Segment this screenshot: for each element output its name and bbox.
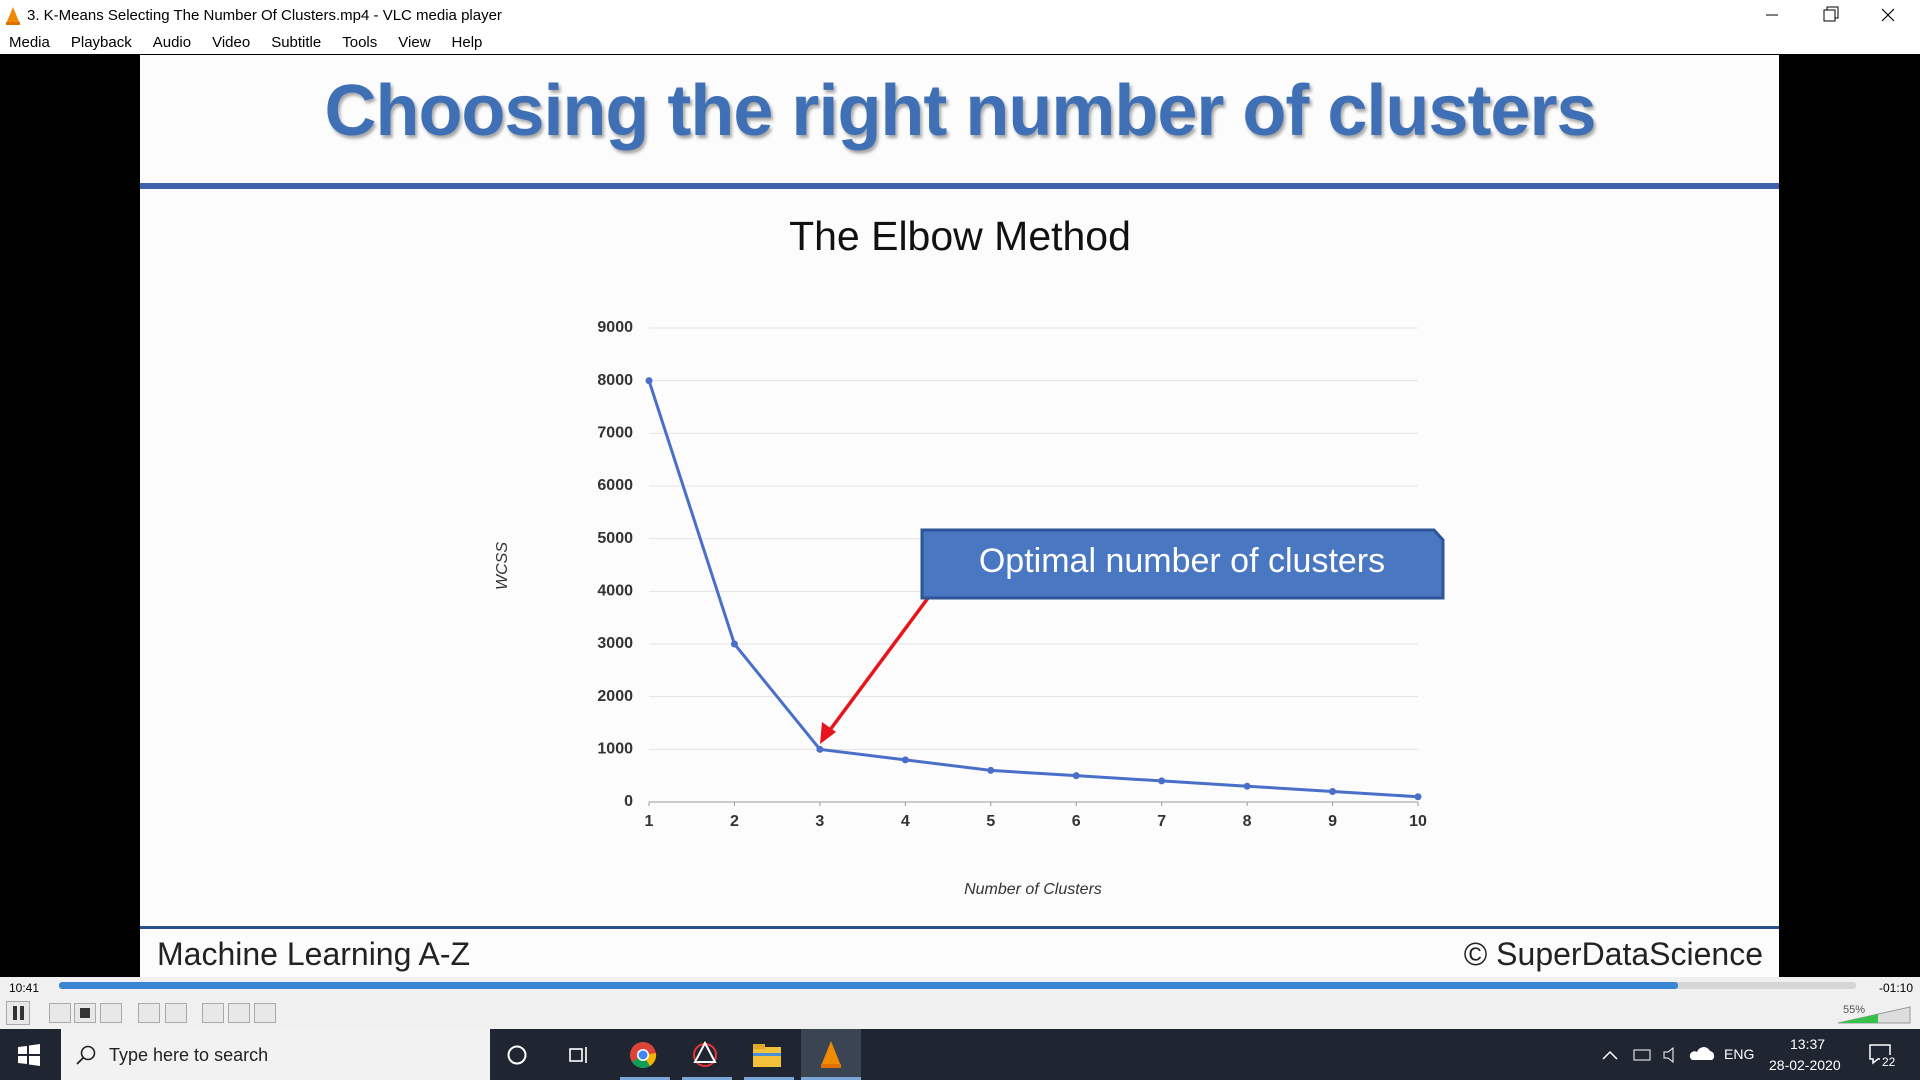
menu-item[interactable]: Subtitle xyxy=(271,34,322,51)
y-tick-label: 0 xyxy=(624,793,633,810)
y-tick-label: 2000 xyxy=(597,688,633,705)
menu-item[interactable]: Help xyxy=(451,34,483,51)
menu-item[interactable]: Tools xyxy=(342,34,378,51)
chrome-active xyxy=(620,1077,670,1080)
y-tick-label: 4000 xyxy=(597,583,633,600)
y-tick-label: 6000 xyxy=(597,477,633,494)
data-line xyxy=(647,380,1419,799)
y-tick-label: 9000 xyxy=(597,319,633,336)
data-point xyxy=(730,640,738,648)
data-point xyxy=(1329,787,1337,795)
data-point xyxy=(645,377,653,385)
cortana-button[interactable] xyxy=(505,1043,529,1067)
explorer-icon[interactable] xyxy=(752,1041,782,1069)
menu-item[interactable]: View xyxy=(398,34,431,51)
notification-icon[interactable] xyxy=(1868,1042,1894,1066)
data-point xyxy=(987,766,995,774)
task-view-button[interactable] xyxy=(567,1043,591,1067)
app-icon[interactable] xyxy=(690,1040,720,1070)
notification-count: 22 xyxy=(1880,1055,1898,1069)
y-axis-label: WCSS xyxy=(494,542,511,590)
x-tick-label: 7 xyxy=(1157,813,1166,830)
footer-left: Machine Learning A-Z xyxy=(157,936,471,972)
explorer-active xyxy=(744,1077,794,1080)
remaining-time: -01:10 xyxy=(1878,981,1913,995)
annotation-text: Optimal number of clusters xyxy=(979,542,1385,580)
slide xyxy=(140,55,1779,977)
y-tick-label: 1000 xyxy=(597,741,633,758)
previous-button[interactable] xyxy=(49,1003,71,1023)
y-tick-label: 5000 xyxy=(597,530,633,547)
extended-settings-button[interactable] xyxy=(165,1003,187,1023)
vlc-taskbar-button[interactable] xyxy=(801,1029,861,1080)
loop-button[interactable] xyxy=(228,1003,250,1023)
vlc-icon xyxy=(6,7,20,25)
x-tick-label: 4 xyxy=(901,813,910,830)
playlist-button[interactable] xyxy=(202,1003,224,1023)
fullscreen-button[interactable] xyxy=(138,1003,160,1023)
chart-title: The Elbow Method xyxy=(789,213,1131,259)
data-point xyxy=(1414,793,1422,801)
menu-item[interactable]: Playback xyxy=(70,34,132,51)
start-button[interactable] xyxy=(18,1044,40,1066)
data-point xyxy=(816,745,824,753)
menu-item[interactable]: Video xyxy=(212,34,251,51)
app-active xyxy=(682,1077,732,1080)
next-button[interactable] xyxy=(100,1003,122,1023)
shuffle-button[interactable] xyxy=(254,1003,276,1023)
footer-rule xyxy=(140,926,1779,929)
taskbar: Type here to search ENG 13:37 28-02-2020… xyxy=(0,1029,1920,1080)
language[interactable]: ENG xyxy=(1724,1046,1755,1062)
player-controls: 10:41 -01:10 55% xyxy=(0,977,1920,1029)
heading-rule xyxy=(140,183,1779,189)
chart: The Elbow Method Number of Clusters WCSS… xyxy=(494,213,1445,898)
title-bar: 3. K-Means Selecting The Number Of Clust… xyxy=(0,0,1920,33)
annotation-box xyxy=(920,528,1445,600)
x-tick-label: 10 xyxy=(1409,813,1427,830)
x-tick-label: 3 xyxy=(815,813,824,830)
annotation-arrow xyxy=(822,592,933,740)
data-point xyxy=(901,756,909,764)
x-tick-label: 6 xyxy=(1072,813,1081,830)
menu-bar: Media Playback Audio Video Subtitle Tools View… xyxy=(0,33,1920,54)
search-placeholder: Type here to search xyxy=(109,1045,269,1065)
system-tray[interactable] xyxy=(1600,1043,1750,1067)
x-tick-label: 2 xyxy=(730,813,739,830)
y-tick-label: 3000 xyxy=(597,635,633,652)
data-point xyxy=(1158,777,1166,785)
data-point xyxy=(1072,772,1080,780)
clock-time[interactable]: 13:37 xyxy=(1790,1036,1826,1052)
seek-bar[interactable] xyxy=(59,982,1856,989)
volume-slider[interactable] xyxy=(1818,1003,1913,1025)
stop-button[interactable] xyxy=(74,1003,96,1023)
search-box[interactable]: Type here to search xyxy=(61,1029,490,1080)
y-tick-label: 8000 xyxy=(597,372,633,389)
chrome-icon[interactable] xyxy=(628,1040,658,1070)
pause-button[interactable] xyxy=(6,1001,30,1025)
annotation-arrowhead xyxy=(820,722,836,744)
menu-item[interactable]: Audio xyxy=(152,34,192,51)
window-controls[interactable] xyxy=(1760,0,1920,33)
elapsed-time: 10:41 xyxy=(9,981,40,995)
window-title: 3. K-Means Selecting The Number Of Clust… xyxy=(27,7,502,24)
y-tick-label: 7000 xyxy=(597,425,633,442)
x-tick-label: 8 xyxy=(1243,813,1252,830)
x-tick-label: 9 xyxy=(1328,813,1337,830)
clock-date[interactable]: 28-02-2020 xyxy=(1769,1057,1841,1073)
x-tick-label: 5 xyxy=(986,813,995,830)
slide-heading: Choosing the right number of clusters xyxy=(324,71,1596,151)
footer-right: © SuperDataScience xyxy=(1463,936,1763,972)
x-axis-label: Number of Clusters xyxy=(964,881,1102,898)
x-tick-label: 1 xyxy=(645,813,654,830)
volume-level: 55% xyxy=(1843,1004,1866,1016)
menu-item[interactable]: Media xyxy=(9,34,50,51)
data-point xyxy=(1243,782,1251,790)
